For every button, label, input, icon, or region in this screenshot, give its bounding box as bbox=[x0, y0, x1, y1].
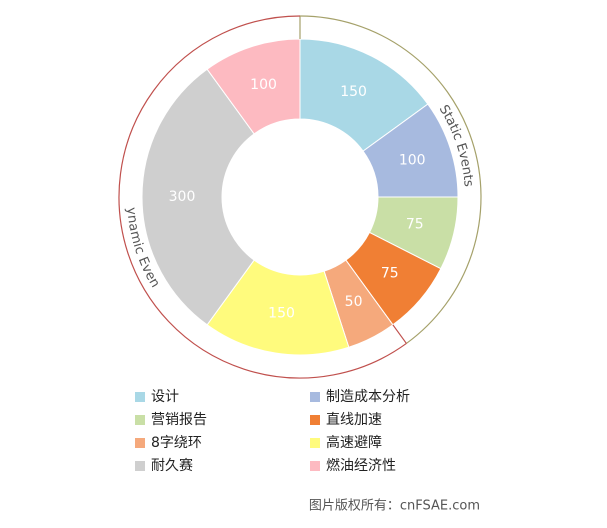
data-label: 75 bbox=[406, 217, 424, 233]
segment bbox=[299, 38, 429, 152]
legend-swatch bbox=[135, 392, 145, 402]
legend-swatch bbox=[310, 461, 320, 471]
group-label: Dynamic Events bbox=[0, 0, 163, 290]
legend-swatch bbox=[135, 438, 145, 448]
data-label: 300 bbox=[169, 189, 196, 205]
legend-swatch bbox=[310, 392, 320, 402]
legend-swatch bbox=[135, 461, 145, 471]
group-ring bbox=[299, 15, 482, 344]
legend-label: 高速避障 bbox=[326, 434, 382, 451]
legend-label: 8字绕环 bbox=[151, 435, 202, 451]
legend-swatch bbox=[310, 415, 320, 425]
legend-label: 营销报告 bbox=[151, 412, 207, 428]
group-divider bbox=[392, 324, 407, 344]
data-label: 100 bbox=[399, 153, 426, 169]
group-ring bbox=[118, 15, 407, 379]
group-label-text: Dynamic Events bbox=[0, 0, 163, 290]
data-label: 150 bbox=[340, 84, 367, 100]
legend-label: 设计 bbox=[151, 389, 179, 405]
legend-label: 耐久赛 bbox=[151, 458, 193, 474]
data-label: 50 bbox=[345, 294, 363, 310]
legend-label: 制造成本分析 bbox=[326, 389, 410, 405]
segment bbox=[206, 259, 350, 356]
legend-label: 直线加速 bbox=[326, 411, 382, 428]
legend-label: 燃油经济性 bbox=[326, 457, 396, 474]
legend-swatch bbox=[135, 415, 145, 425]
segment bbox=[206, 38, 301, 135]
segment bbox=[141, 68, 255, 326]
legend-swatch bbox=[310, 438, 320, 448]
data-label: 150 bbox=[268, 306, 295, 322]
data-label: 100 bbox=[250, 77, 277, 93]
data-label: 75 bbox=[381, 266, 399, 282]
caption: 图片版权所有：cnFSAE.com bbox=[309, 498, 480, 514]
